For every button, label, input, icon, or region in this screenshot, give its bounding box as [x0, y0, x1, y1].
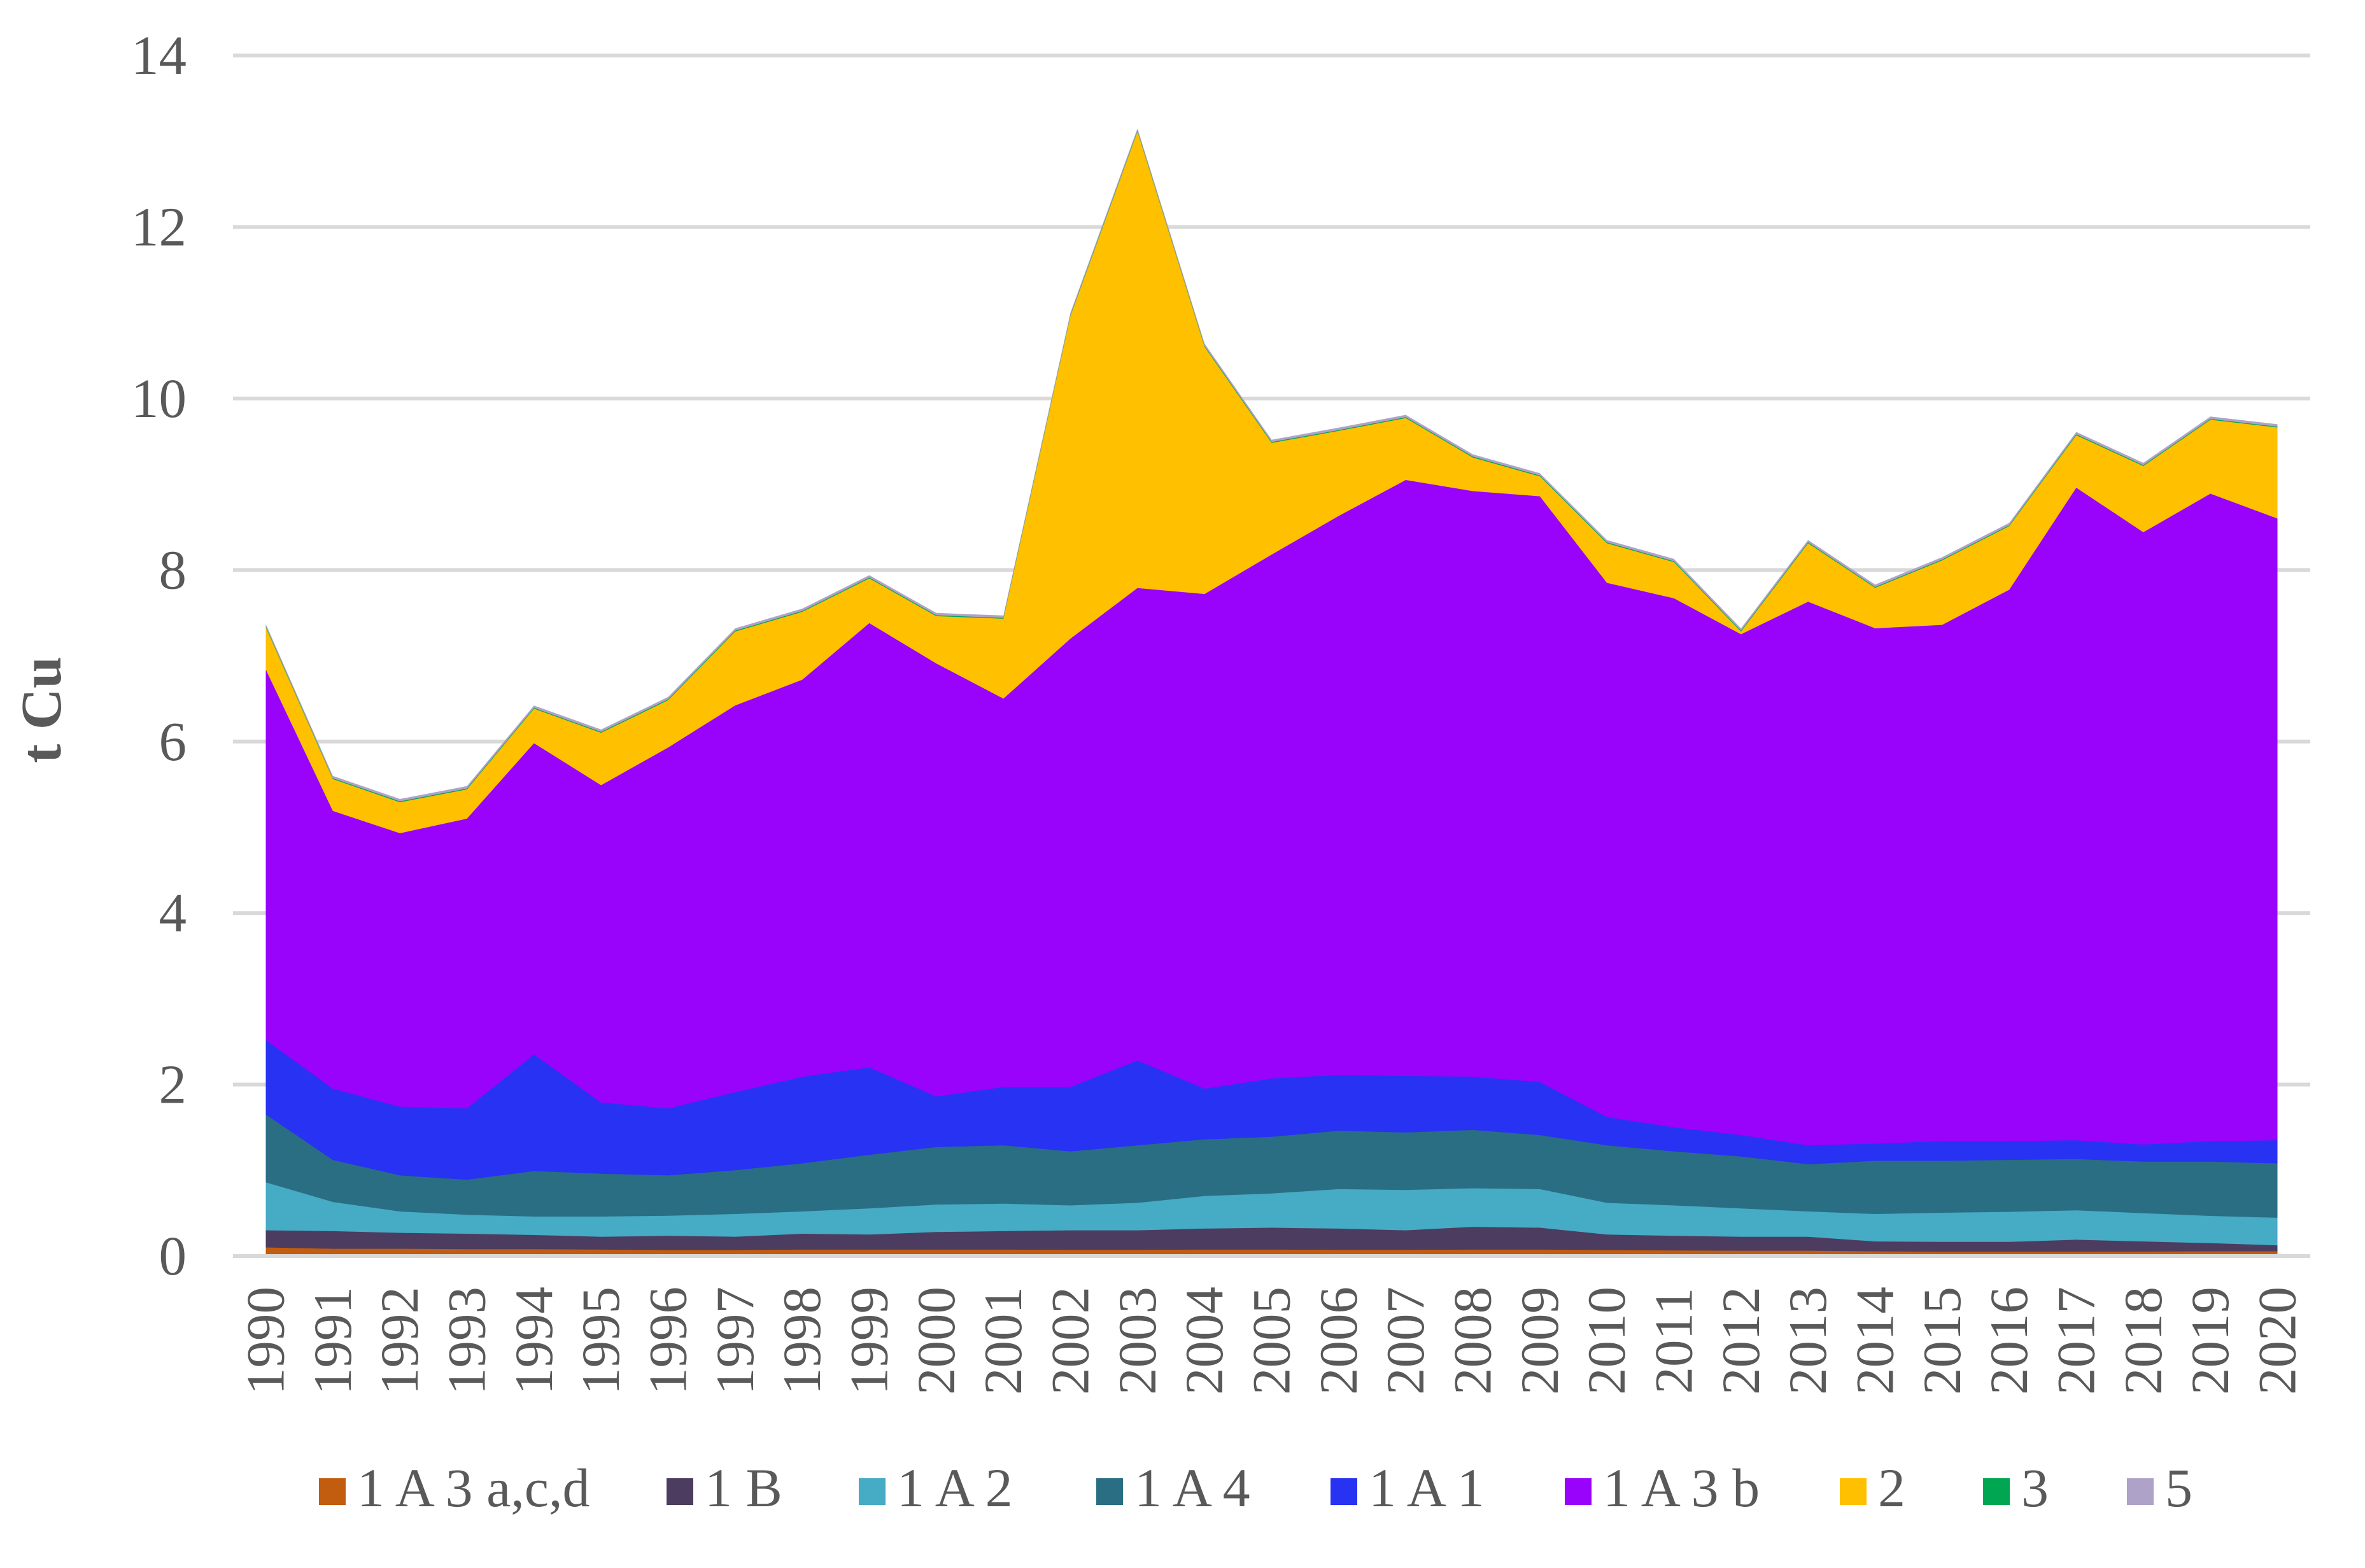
svg-text:2001: 2001 — [973, 1287, 1033, 1395]
svg-text:2013: 2013 — [1778, 1287, 1838, 1395]
svg-text:2005: 2005 — [1242, 1287, 1302, 1395]
svg-text:2000: 2000 — [907, 1287, 966, 1395]
svg-text:1992: 1992 — [370, 1287, 430, 1395]
svg-text:2016: 2016 — [1979, 1287, 2039, 1395]
svg-text:1 A 2: 1 A 2 — [897, 1457, 1013, 1518]
svg-text:1 A 1: 1 A 1 — [1369, 1457, 1485, 1518]
svg-text:3: 3 — [2021, 1457, 2049, 1518]
svg-text:1996: 1996 — [639, 1287, 698, 1395]
svg-text:2004: 2004 — [1175, 1287, 1234, 1395]
svg-text:1 B: 1 B — [705, 1457, 782, 1518]
svg-text:1991: 1991 — [303, 1287, 363, 1395]
svg-text:2011: 2011 — [1644, 1288, 1704, 1394]
svg-text:1990: 1990 — [236, 1287, 296, 1395]
svg-text:8: 8 — [159, 539, 187, 600]
svg-text:2008: 2008 — [1443, 1287, 1503, 1395]
svg-text:1993: 1993 — [437, 1287, 497, 1395]
svg-text:2018: 2018 — [2114, 1287, 2173, 1395]
svg-text:1998: 1998 — [772, 1287, 832, 1395]
svg-text:t Cu: t Cu — [10, 656, 73, 763]
svg-text:14: 14 — [131, 24, 187, 86]
svg-text:2012: 2012 — [1711, 1287, 1771, 1395]
svg-text:1997: 1997 — [705, 1287, 765, 1395]
svg-text:2014: 2014 — [1846, 1287, 1905, 1395]
svg-text:1999: 1999 — [840, 1287, 900, 1395]
svg-text:0: 0 — [159, 1225, 187, 1287]
svg-text:2006: 2006 — [1309, 1287, 1369, 1395]
svg-text:12: 12 — [131, 196, 187, 258]
svg-text:2015: 2015 — [1912, 1287, 1972, 1395]
svg-text:4: 4 — [159, 882, 187, 943]
svg-text:1994: 1994 — [504, 1287, 564, 1395]
svg-text:10: 10 — [131, 367, 187, 429]
svg-text:2017: 2017 — [2047, 1287, 2107, 1395]
svg-text:2: 2 — [159, 1054, 187, 1115]
svg-text:1 A 3 a,c,d: 1 A 3 a,c,d — [357, 1457, 589, 1518]
svg-text:2019: 2019 — [2180, 1287, 2240, 1395]
svg-text:2007: 2007 — [1376, 1287, 1436, 1395]
svg-text:2: 2 — [1878, 1457, 1905, 1518]
svg-text:2003: 2003 — [1108, 1287, 1168, 1395]
svg-text:2010: 2010 — [1577, 1287, 1637, 1395]
svg-text:5: 5 — [2165, 1457, 2192, 1518]
svg-text:2002: 2002 — [1041, 1287, 1101, 1395]
svg-text:6: 6 — [159, 710, 187, 772]
svg-text:2009: 2009 — [1510, 1287, 1570, 1395]
svg-text:2020: 2020 — [2248, 1287, 2308, 1395]
svg-text:1 A 4: 1 A 4 — [1134, 1457, 1250, 1518]
svg-text:1995: 1995 — [571, 1287, 631, 1395]
svg-text:1 A 3 b: 1 A 3 b — [1603, 1457, 1760, 1518]
